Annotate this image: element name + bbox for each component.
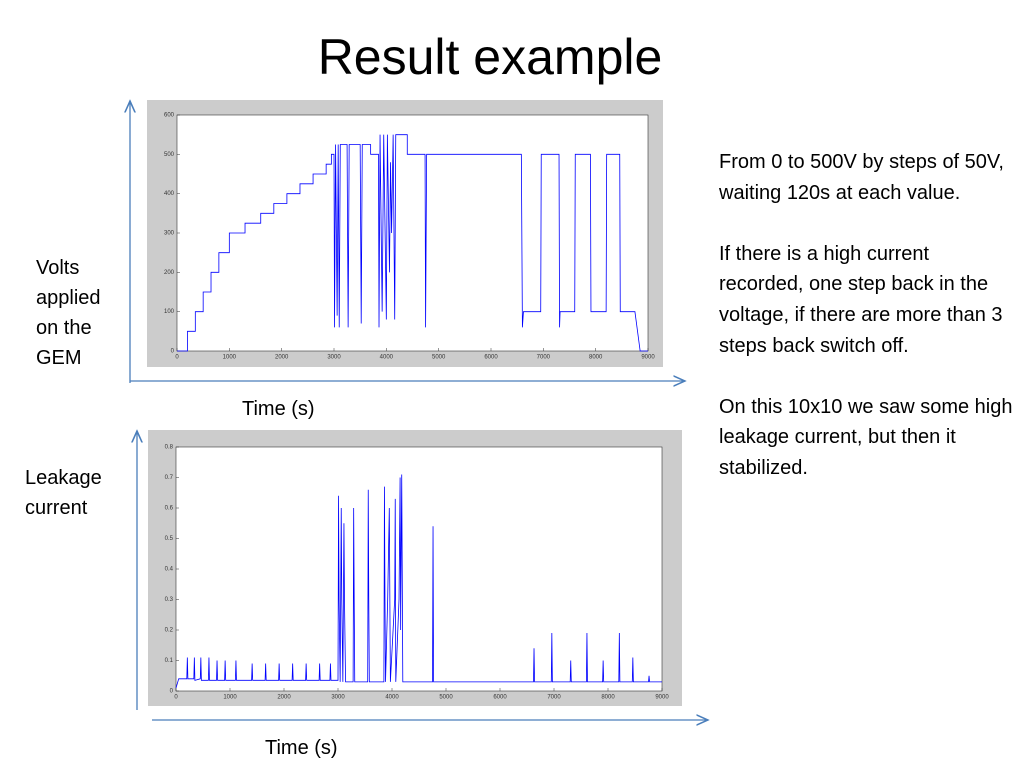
x-tick-label: 8000 [589,355,603,361]
x-tick-label: 5000 [439,695,453,701]
x-tick-label: 3000 [331,695,345,701]
x-tick-label: 0 [174,695,178,701]
x-tick-label: 7000 [537,355,551,361]
y-tick-label: 400 [164,191,175,197]
note: From 0 to 500V by steps of 50V, waiting … [719,151,1004,204]
y-tick-label: 0.3 [165,597,174,603]
y-tick-label: 0 [170,689,174,695]
y-tick-label: 0.2 [165,628,174,634]
y-tick-label: 0.6 [165,506,174,512]
x-tick-label: 8000 [601,695,615,701]
y-tick-label: 0 [171,349,175,355]
y-tick-label: 0.5 [165,536,174,542]
x-tick-label: 3000 [327,355,341,361]
note: If there is a high current recorded, one… [719,242,1003,357]
plot-area [176,114,649,352]
y-tick-label: 0.8 [165,445,174,451]
x-tick-label: 6000 [484,355,498,361]
y-axis-label: Leakage current [25,467,102,519]
y-tick-label: 500 [164,152,175,158]
y-tick-label: 0.4 [165,567,174,573]
y-tick-label: 0.1 [165,658,174,664]
y-tick-label: 200 [164,270,175,276]
note: On this 10x10 we saw some high leakage c… [719,395,1013,479]
data-line [175,474,662,689]
x-tick-label: 4000 [380,355,394,361]
y-axis-label: Volts applied on the GEM [36,257,101,369]
y-tick-label: 600 [164,113,175,119]
slide-title: Result example [317,29,663,85]
x-tick-label: 1000 [223,355,237,361]
x-tick-label: 9000 [655,695,669,701]
axis-arrows [130,101,708,720]
x-tick-label: 9000 [641,355,655,361]
x-axis-label: Time (s) [242,398,315,420]
x-tick-label: 7000 [547,695,561,701]
y-tick-label: 300 [164,231,175,237]
x-tick-label: 2000 [275,355,289,361]
x-tick-label: 1000 [223,695,237,701]
x-tick-label: 2000 [277,695,291,701]
x-tick-label: 0 [175,355,179,361]
notes: From 0 to 500V by steps of 50V, waiting … [719,147,1014,514]
data-line [177,134,648,352]
x-tick-label: 6000 [493,695,507,701]
y-tick-label: 0.7 [165,475,174,481]
y-tick-label: 100 [164,309,175,315]
x-axis-label: Time (s) [265,737,338,759]
plot-area [175,446,663,692]
x-tick-label: 5000 [432,355,446,361]
x-tick-label: 4000 [385,695,399,701]
